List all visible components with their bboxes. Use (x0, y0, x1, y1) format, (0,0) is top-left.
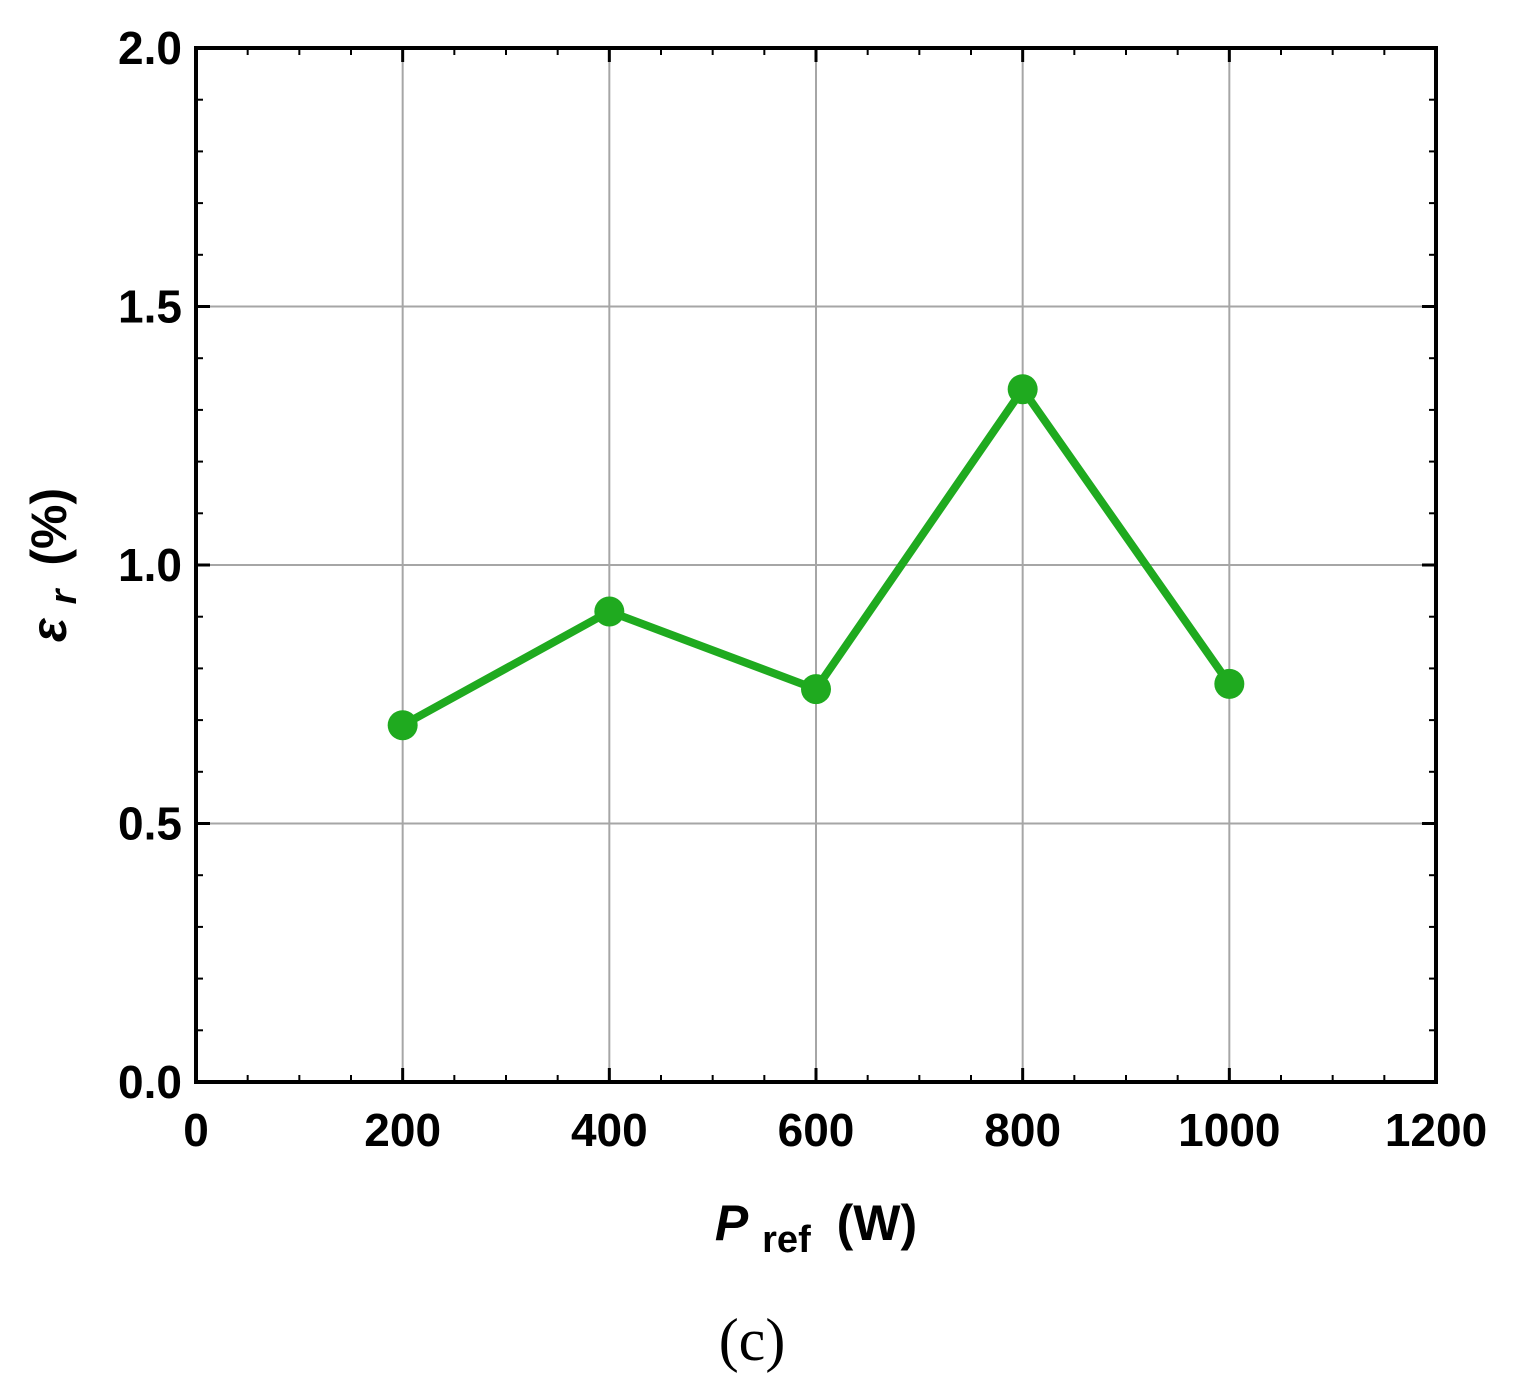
y-tick-label: 1.5 (118, 281, 182, 333)
x-tick-label: 800 (984, 1104, 1061, 1156)
y-axis-label-symbol: ε (21, 617, 77, 642)
y-axis-label-subscript: r (43, 587, 85, 604)
y-axis-label: ε r (%) (21, 488, 87, 642)
x-tick-label: 0 (183, 1104, 209, 1156)
panel-label: (c) (719, 1307, 786, 1373)
series-layer (387, 374, 1245, 741)
x-axis-label: P ref (W) (715, 1195, 917, 1263)
data-point (1007, 374, 1038, 405)
y-axis-label-unit: (%) (21, 488, 77, 566)
x-tick-label: 200 (364, 1104, 441, 1156)
y-axis-tick-labels: 0.0 0.5 1.0 1.5 2.0 (118, 22, 182, 1108)
x-tick-label: 600 (778, 1104, 855, 1156)
grid-lines (196, 48, 1436, 1082)
y-tick-label: 1.0 (118, 539, 182, 591)
plot-frame (194, 46, 1438, 1084)
data-point (594, 596, 625, 627)
y-tick-label: 0.5 (118, 798, 182, 850)
minor-ticks (194, 46, 1438, 1084)
x-tick-label: 1000 (1178, 1104, 1280, 1156)
data-point (801, 674, 831, 705)
x-axis-tick-labels: 0 200 400 600 800 1000 1200 (183, 1104, 1487, 1156)
data-point (387, 710, 418, 741)
x-axis-label-subscript: ref (762, 1219, 811, 1261)
x-axis-label-symbol: P (715, 1195, 749, 1251)
y-tick-label: 0.0 (118, 1056, 182, 1108)
y-tick-label: 2.0 (118, 22, 182, 74)
x-axis-label-unit: (W) (837, 1195, 918, 1251)
data-point (1214, 668, 1245, 699)
x-tick-label: 1200 (1385, 1104, 1487, 1156)
x-tick-label: 400 (571, 1104, 648, 1156)
